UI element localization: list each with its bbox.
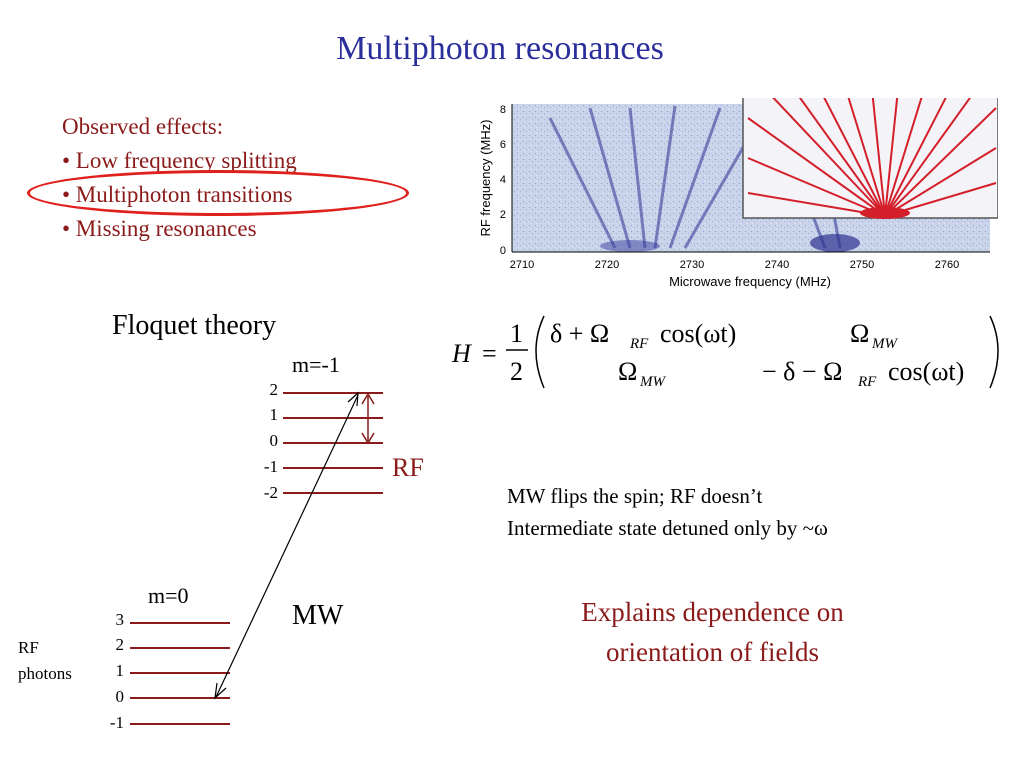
rf-photons-line: RF [18, 638, 39, 657]
x-tick: 2720 [595, 259, 619, 271]
eq-m11-tail: cos(ωt) [660, 319, 736, 348]
notes: MW flips the spin; RF doesn’t Intermedia… [507, 480, 828, 544]
conclusion-text: Explains dependence on orientation of fi… [525, 592, 900, 672]
level-index: -1 [109, 713, 124, 732]
rf-photons-label: RF photons [18, 635, 72, 687]
eq-frac-num: 1 [510, 319, 523, 348]
resonance-plot: 0 2 4 6 8 2710 2720 2730 2740 2750 2760 … [480, 98, 998, 289]
eq-lhs: H [451, 339, 472, 368]
mw-diagonal-arrow [214, 391, 359, 700]
y-tick: 0 [500, 245, 506, 257]
level-index: 1 [269, 405, 279, 424]
level-index: 0 [115, 687, 125, 706]
effect-item: • Missing resonances [62, 216, 257, 241]
note-line: MW flips the spin; RF doesn’t [507, 484, 763, 508]
y-tick: 8 [500, 104, 506, 116]
rf-label: RF [392, 453, 424, 482]
conclusion-line: Explains dependence on [581, 597, 844, 627]
y-tick: 2 [500, 209, 506, 221]
eq-frac-den: 2 [510, 357, 523, 386]
x-tick: 2730 [680, 259, 704, 271]
upper-manifold-label: m=-1 [292, 352, 340, 377]
highlight-oval [27, 170, 409, 216]
eq-m22-sub: RF [857, 374, 877, 390]
level-index: -2 [263, 483, 278, 502]
x-axis-label: Microwave frequency (MHz) [669, 274, 831, 289]
eq-equals: = [482, 339, 497, 368]
eq-m11: δ + Ω [550, 319, 609, 348]
conclusion-line: orientation of fields [606, 637, 819, 667]
theory-inset [742, 98, 998, 219]
y-tick: 6 [500, 139, 506, 151]
rf-double-arrow [361, 392, 375, 445]
lower-manifold-label: m=0 [148, 583, 189, 608]
eq-m21: Ω [618, 357, 637, 386]
level-index: 2 [269, 380, 279, 399]
hamiltonian-equation: H = 1 2 δ + Ω RF cos(ωt) Ω MW Ω MW − δ −… [451, 315, 999, 390]
level-index: -1 [263, 457, 278, 476]
level-index: 2 [115, 635, 125, 654]
eq-m21-sub: MW [639, 374, 666, 390]
rf-photons-line: photons [18, 664, 72, 683]
slide-title: Multiphoton resonances [336, 30, 664, 67]
x-tick: 2760 [935, 259, 959, 271]
mw-label: MW [292, 600, 344, 631]
observed-effects-heading: Observed effects: [62, 114, 224, 139]
level-index: 1 [115, 661, 125, 680]
effect-item: • Low frequency splitting [62, 148, 297, 173]
y-tick: 4 [500, 174, 506, 186]
y-axis-label: RF frequency (MHz) [480, 119, 493, 236]
level-index: 0 [269, 431, 279, 450]
level-index: 3 [115, 610, 125, 629]
note-line: Intermediate state detuned only by ~ω [507, 516, 828, 540]
eq-m22-tail: cos(ωt) [888, 357, 964, 386]
eq-m12: Ω [850, 319, 869, 348]
floquet-title: Floquet theory [112, 310, 277, 341]
eq-m22: − δ − Ω [762, 357, 842, 386]
x-tick: 2750 [850, 259, 874, 271]
x-tick: 2740 [765, 259, 789, 271]
x-tick: 2710 [510, 259, 534, 271]
eq-m11-sub: RF [629, 336, 649, 352]
eq-m12-sub: MW [871, 336, 898, 352]
